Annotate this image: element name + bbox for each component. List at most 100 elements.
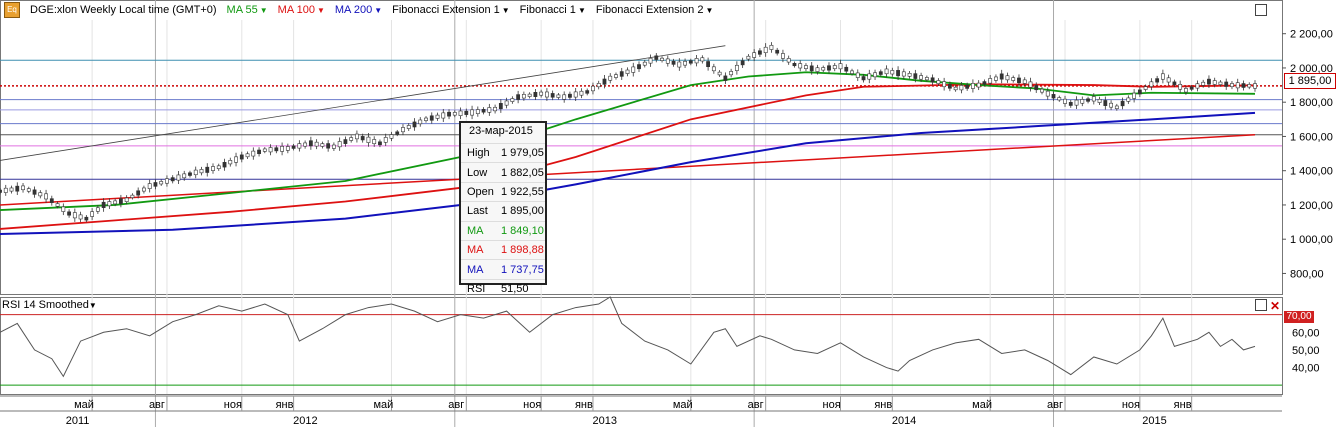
candle-body: [965, 84, 970, 89]
candle-body: [464, 110, 469, 115]
candle-body: [1040, 88, 1044, 93]
candle-body: [809, 65, 814, 72]
candle-body: [878, 71, 883, 75]
indicator-fib-1[interactable]: Fibonacci 1 ▼: [519, 4, 586, 16]
y-tick-label: 2 200,00: [1290, 29, 1333, 41]
tooltip-label: Open: [467, 185, 494, 198]
candle-body: [15, 185, 20, 192]
candle-body: [608, 75, 613, 81]
indicator-ma55[interactable]: MA 55 ▼: [226, 4, 268, 16]
candle-body: [988, 78, 993, 84]
candle-body: [1253, 83, 1257, 89]
month-label: авг: [149, 399, 165, 411]
candle-body: [493, 106, 497, 112]
candle-body: [873, 72, 877, 78]
indicator-ma200[interactable]: MA 200 ▼: [334, 4, 383, 16]
candle-body: [786, 58, 791, 63]
candle-body: [383, 137, 388, 143]
chevron-down-icon: ▼: [374, 6, 383, 15]
candle-body: [1207, 78, 1211, 85]
rsi-level-tag: 70,00: [1284, 311, 1314, 323]
candle-body: [205, 166, 210, 173]
tooltip-label: Last: [467, 205, 488, 218]
eq-icon[interactable]: Eq: [4, 2, 20, 18]
symbol-label[interactable]: DGE:xlon Weekly Local time (GMT+0): [30, 4, 217, 16]
candle-body: [107, 201, 112, 207]
candle-body: [959, 85, 964, 91]
candle-body: [919, 75, 924, 80]
tooltip-value: 1 898,88: [501, 244, 544, 257]
candle-body: [199, 169, 204, 174]
candle-body: [527, 93, 532, 97]
candle-body: [1057, 97, 1062, 101]
tooltip-value: 1 922,55: [501, 185, 544, 198]
tooltip-row: Last 1 895,00: [461, 201, 545, 220]
candle-body: [331, 144, 336, 149]
candle-body: [188, 172, 192, 176]
rsi-panel-title[interactable]: RSI 14 Smoothed▼: [2, 299, 97, 311]
candle-body: [913, 73, 918, 79]
candle-body: [84, 216, 89, 221]
candle-body: [769, 44, 774, 50]
candle-body: [539, 91, 544, 96]
candle-body: [239, 154, 244, 160]
candle-body: [303, 142, 308, 147]
candle-body: [763, 46, 768, 54]
candle-body: [280, 146, 284, 152]
candle-body: [297, 143, 302, 149]
close-icon[interactable]: ✕: [1270, 299, 1281, 313]
candle-body: [867, 73, 872, 80]
candle-body: [591, 85, 595, 92]
candle-body: [723, 75, 728, 81]
y-tick-label: 1 400,00: [1290, 166, 1333, 178]
candle-body: [1184, 88, 1188, 93]
candle-body: [176, 174, 181, 181]
candle-body: [360, 136, 365, 141]
candle-body: [1074, 99, 1079, 106]
candle-body: [142, 187, 146, 192]
chevron-down-icon: ▼: [316, 6, 325, 15]
candle-body: [1097, 98, 1102, 103]
candle-body: [573, 91, 578, 98]
candle-body: [550, 93, 555, 98]
candle-body: [1178, 84, 1183, 90]
month-label: май: [74, 399, 94, 411]
candle-body: [1132, 92, 1137, 99]
candle-body: [815, 67, 820, 72]
candle-body: [498, 103, 503, 110]
candle-body: [1091, 96, 1096, 102]
candle-body: [78, 214, 83, 220]
candle-body: [821, 67, 826, 71]
candle-body: [268, 147, 273, 153]
candle-body: [1195, 83, 1200, 89]
month-label: май: [373, 399, 393, 411]
indicator-ma100[interactable]: MA 100 ▼: [277, 4, 325, 16]
candle-body: [401, 127, 405, 133]
candle-body: [1160, 73, 1165, 80]
candle-body: [602, 78, 607, 85]
candle-body: [804, 65, 808, 69]
candle-body: [1120, 100, 1125, 107]
candle-body: [677, 61, 682, 68]
candle-body: [447, 111, 451, 117]
maximize-icon[interactable]: [1255, 4, 1267, 16]
maximize-icon[interactable]: [1255, 299, 1267, 311]
tooltip-row: Open 1 922,55: [461, 181, 545, 201]
indicator-fib-ext-2[interactable]: Fibonacci Extension 2 ▼: [595, 4, 714, 16]
indicator-fib-ext-1[interactable]: Fibonacci Extension 1 ▼: [392, 4, 510, 16]
y-tick-label: 1 800,00: [1290, 97, 1333, 109]
month-label: май: [972, 399, 992, 411]
candle-body: [21, 185, 25, 191]
candle-body: [884, 68, 889, 75]
tooltip-row: High 1 979,05: [461, 143, 545, 162]
candle-body: [308, 140, 313, 147]
month-label: май: [673, 399, 693, 411]
chevron-down-icon: ▼: [501, 6, 510, 15]
candle-body: [182, 173, 187, 179]
candle-body: [717, 71, 722, 76]
candle-body: [596, 83, 601, 88]
candle-body: [222, 162, 227, 168]
candle-body: [533, 92, 538, 97]
candle-body: [1086, 98, 1090, 102]
